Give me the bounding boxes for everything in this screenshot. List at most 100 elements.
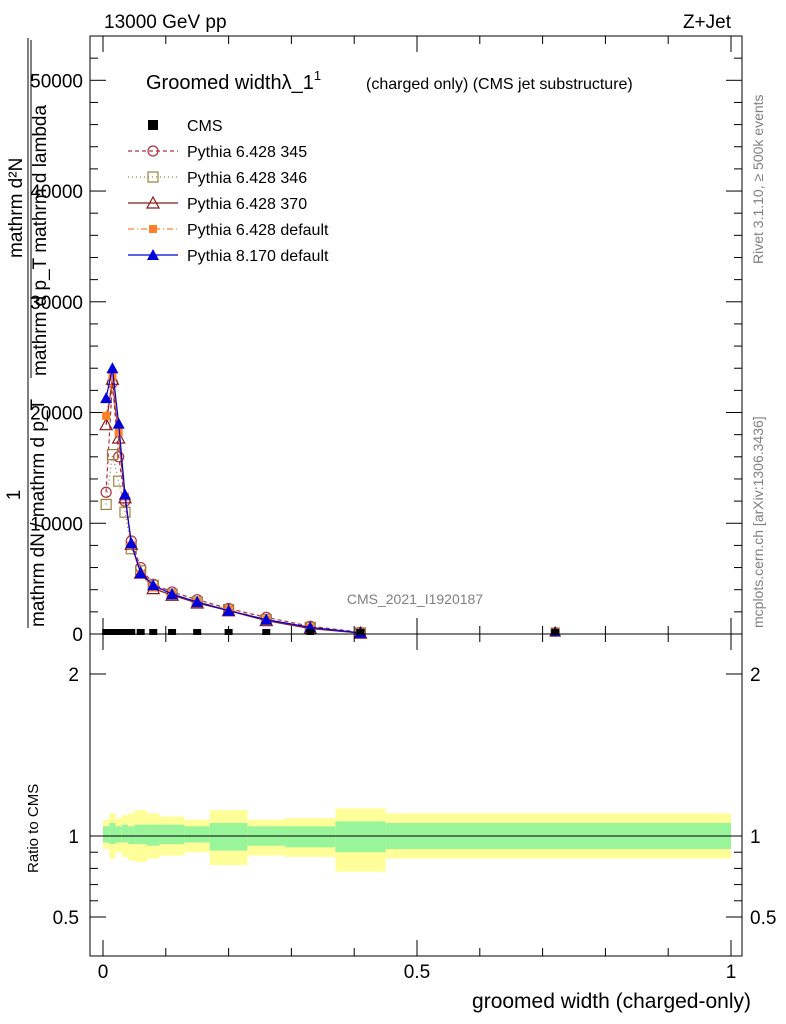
x-tick-label: 0: [98, 962, 109, 983]
ylabel-numerator: 1: [4, 490, 25, 501]
cms-data-point: [108, 629, 117, 635]
legend-label: Pythia 8.170 default: [187, 248, 329, 265]
inner-band-bin: [209, 823, 248, 851]
main-y-tick-label: 50000: [30, 71, 83, 92]
inner-band-bin: [134, 824, 147, 845]
series-point: [100, 498, 112, 511]
main-axis-ticks: [90, 36, 742, 635]
cms-data-point: [102, 629, 111, 635]
ylabel-frac-top: mathrm d²N: [6, 158, 27, 258]
header-collision-label: 13000 GeV pp: [104, 12, 227, 33]
inner-band-bin: [146, 824, 160, 846]
analysis-watermark: CMS_2021_I1920187: [347, 591, 483, 607]
series-point: [113, 451, 125, 463]
inner-band-bin: [115, 826, 122, 843]
series-point: [118, 488, 131, 500]
ylabel-full-denominator: mathrm dN / mathrm d p_T: [28, 399, 49, 627]
cms-data-point: [168, 629, 177, 635]
cms-data-point: [120, 629, 129, 635]
series-point: [114, 428, 123, 437]
series-layer: [99, 362, 562, 639]
series-line: [105, 379, 361, 634]
series-point: [134, 567, 147, 579]
plot-title: Groomed widthλ_11: [146, 68, 321, 94]
series-point: [166, 588, 179, 600]
cms-data-point: [262, 629, 271, 635]
series-line: [105, 377, 361, 634]
ratio-y-tick-label-right: 2: [750, 665, 761, 686]
plot-subtitle: (charged only) (CMS jet substructure): [366, 76, 633, 93]
x-tick-label: 1: [726, 962, 737, 983]
cms-data-point: [306, 629, 315, 635]
legend-label: Pythia 6.428 370: [187, 196, 307, 213]
series-line: [105, 382, 361, 633]
cms-data-point: [136, 629, 145, 635]
ratio-y-tick-label-right: 1: [750, 827, 761, 848]
series-point: [99, 417, 114, 431]
inner-band-bin: [335, 821, 386, 853]
main-y-tick-label: 30000: [30, 293, 83, 314]
ratio-plot-frame: [89, 633, 743, 957]
series-pythia-8-170-default: [100, 362, 561, 638]
legend-marker: [147, 249, 159, 260]
cms-data-point: [193, 629, 202, 635]
legend-marker: [147, 145, 159, 157]
legend-label: CMS: [187, 118, 223, 135]
series-point: [125, 537, 138, 549]
cms-data-point: [114, 629, 123, 635]
inner-band-bin: [159, 824, 185, 845]
series-point: [222, 604, 235, 616]
cms-data-point: [127, 629, 136, 635]
series-point: [119, 506, 131, 518]
ratio-y-tick-label: 0.5: [53, 908, 79, 929]
ratio-y-tick-labels: 0.5 0.5 1 1 2 2: [53, 665, 777, 929]
series-point: [191, 595, 204, 607]
x-tick-labels: 0 0.5 1: [98, 962, 737, 983]
inner-band-bin: [128, 826, 135, 845]
legend: CMS Pythia 6.428 345 Pythia 6.428 346 Pythi…: [128, 118, 329, 265]
ratio-y-axis-label: Ratio to CMS: [25, 784, 42, 873]
series-point: [102, 411, 111, 420]
ratio-y-tick-label-right: 0.5: [750, 908, 776, 929]
cms-data-point: [149, 629, 158, 635]
series-line: [105, 368, 361, 634]
header-process-label: Z+Jet: [683, 12, 732, 33]
ratio-y-tick-label: 1: [68, 827, 79, 848]
main-y-tick-label: 0: [72, 625, 83, 646]
series-point: [106, 449, 119, 461]
x-axis-label: groomed width (charged-only): [472, 990, 751, 1013]
main-y-tick-label: 10000: [30, 514, 83, 535]
cms-data-point: [551, 629, 560, 635]
main-y-tick-label: 20000: [30, 404, 83, 425]
main-y-tick-label: 40000: [30, 182, 83, 203]
rivet-version-label: Rivet 3.1.10, ≥ 500k events: [750, 94, 766, 264]
legend-marker: [147, 171, 159, 183]
x-tick-label: 0.5: [404, 962, 430, 983]
series-point: [111, 430, 126, 444]
series-cms: [102, 629, 560, 635]
cms-data-point: [224, 629, 233, 635]
inner-band-bin: [285, 826, 336, 848]
series-point: [108, 373, 117, 382]
series-point: [112, 417, 125, 429]
main-y-tick-labels: 0 10000 20000 30000 40000 50000: [30, 71, 83, 646]
legend-marker: [149, 225, 157, 233]
series-point: [260, 613, 273, 625]
legend-label: Pythia 6.428 345: [187, 144, 307, 161]
main-y-axis-label: 1 mathrm dN / mathrm d p_T mathrm d²N ma…: [4, 38, 51, 628]
ratio-uncertainty-bands: [103, 808, 731, 872]
series-point: [100, 486, 112, 498]
legend-marker: [148, 120, 158, 130]
inner-band-bin: [103, 826, 110, 843]
legend-label: Pythia 6.428 default: [187, 222, 329, 239]
ratio-axis-ticks: [90, 634, 742, 956]
inner-band-bin: [121, 824, 129, 843]
ylabel-frac-bottom: mathrm d p_T mathrm d lambda: [30, 105, 51, 376]
legend-label: Pythia 6.428 346: [187, 170, 307, 187]
cms-data-point: [356, 629, 365, 635]
legend-marker: [145, 195, 161, 209]
series-pythia-6-428-346: [100, 449, 560, 639]
series-point: [100, 392, 113, 404]
series-point: [106, 362, 119, 374]
